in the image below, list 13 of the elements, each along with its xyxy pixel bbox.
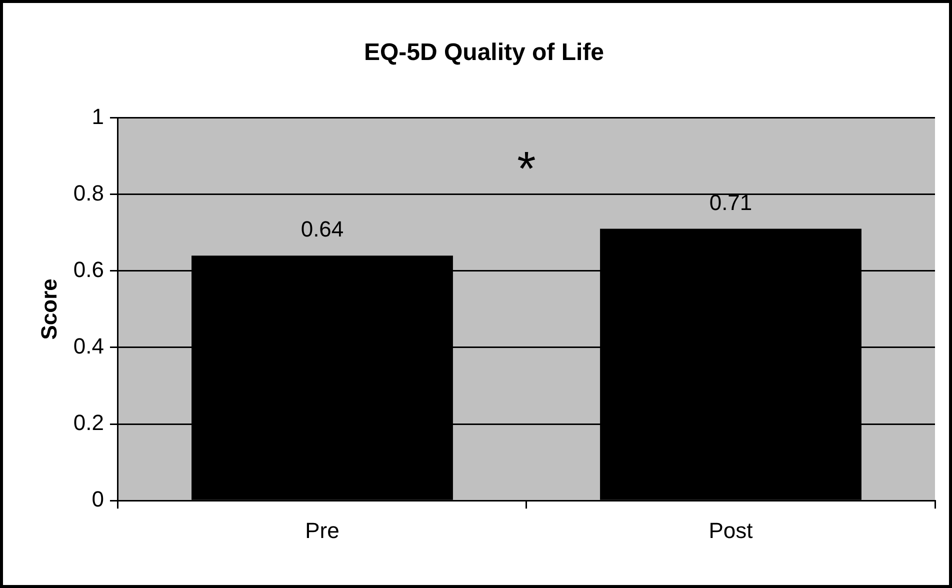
- data-label: 0.71: [709, 190, 752, 215]
- y-tick-label: 0: [92, 486, 104, 512]
- chart-title: EQ-5D Quality of Life: [364, 39, 604, 66]
- y-tick-label: 0.8: [73, 180, 104, 206]
- y-tick-label: 0.2: [73, 410, 104, 436]
- y-axis-title: Score: [36, 278, 62, 340]
- x-tick-label: Post: [708, 518, 753, 543]
- annotation: *: [517, 143, 536, 196]
- x-tick-label: Pre: [305, 518, 340, 543]
- y-tick-label: 1: [92, 104, 104, 129]
- y-tick-label: 0.4: [73, 334, 104, 359]
- y-tick-label: 0.6: [73, 256, 104, 282]
- data-label: 0.64: [300, 216, 344, 242]
